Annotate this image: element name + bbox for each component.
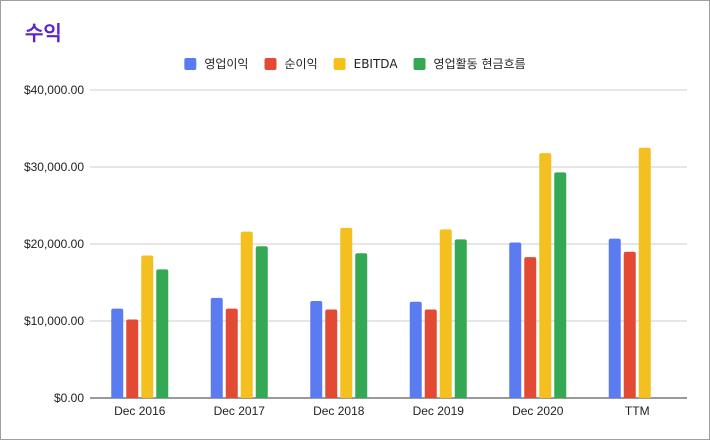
bar [439,229,452,398]
bar [126,319,139,398]
bar [539,153,552,398]
x-tick-labels: Dec 2016 Dec 2017 Dec 2018 Dec 2019 Dec 2020… [114,404,650,418]
legend-label: EBITDA [354,57,399,71]
bar [325,309,338,398]
bar [210,297,223,398]
bars [111,147,651,398]
x-tick-label: Dec 2020 [512,404,564,418]
bar [424,309,437,398]
legend-swatch [413,58,426,70]
legend-label: 영업활동 현금흐름 [434,57,526,71]
gridlines [90,89,687,399]
x-tick-label: TTM [625,404,650,418]
x-tick-label: Dec 2019 [413,404,465,418]
y-tick-label: $20,000.00 [24,237,84,251]
bar [255,246,268,398]
legend: 영업이익 순이익 EBITDA 영업활동 현금흐름 [184,57,526,71]
bar [111,308,124,398]
chart-title: 수익 [25,21,62,45]
bar [340,227,353,398]
bar [638,147,651,398]
bar [240,231,253,398]
bar [509,242,522,398]
y-tick-labels: $0.00 $10,000.00 $20,000.00 $30,000.00 $40,0… [24,83,84,405]
bar [554,172,567,398]
y-tick-label: $30,000.00 [24,160,84,174]
bar [355,253,368,398]
x-tick-label: Dec 2018 [313,404,365,418]
bar [310,300,323,398]
y-tick-label: $0.00 [54,391,84,405]
legend-swatch [184,58,197,70]
bar [608,238,621,398]
x-tick-label: Dec 2016 [114,404,166,418]
bar [409,301,422,398]
y-tick-label: $10,000.00 [24,314,84,328]
legend-swatch [264,58,277,70]
bar [524,257,537,398]
legend-label: 순이익 [284,57,317,71]
bar [623,251,636,398]
legend-swatch [333,58,346,70]
bar [454,239,467,398]
legend-label: 영업이익 [204,57,248,71]
x-tick-label: Dec 2017 [214,404,266,418]
bar [156,269,169,398]
bar [225,308,238,398]
bar [141,255,154,398]
y-tick-label: $40,000.00 [24,83,84,97]
